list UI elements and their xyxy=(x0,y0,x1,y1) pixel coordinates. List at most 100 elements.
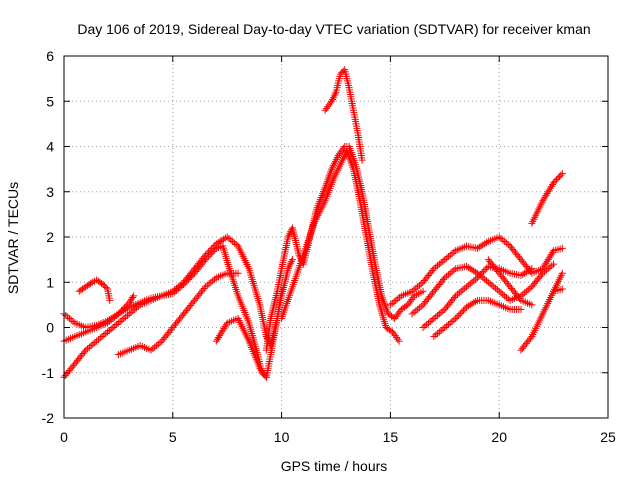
data-point xyxy=(430,333,438,341)
data-point xyxy=(429,266,437,274)
data-point xyxy=(439,307,447,315)
data-point xyxy=(219,326,227,334)
data-point xyxy=(358,156,366,164)
data-point xyxy=(481,240,489,248)
data-point xyxy=(328,97,336,105)
data-point xyxy=(390,298,398,306)
x-tick-label: 15 xyxy=(383,429,399,445)
data-point xyxy=(484,278,492,286)
series-track-14 xyxy=(484,256,536,309)
data-point xyxy=(109,314,117,322)
data-point xyxy=(105,317,113,325)
data-point xyxy=(220,235,228,243)
data-point xyxy=(448,250,456,258)
data-point xyxy=(550,260,558,268)
data-point xyxy=(457,287,465,295)
data-point xyxy=(546,263,554,271)
data-point xyxy=(172,287,180,295)
data-point xyxy=(209,277,217,285)
data-point xyxy=(284,233,292,241)
data-point xyxy=(528,301,536,309)
series-track-7 xyxy=(262,143,427,354)
data-point xyxy=(169,290,177,298)
data-point xyxy=(94,336,102,344)
data-point xyxy=(481,266,489,274)
data-point xyxy=(102,284,110,292)
data-point xyxy=(430,265,438,273)
data-point xyxy=(176,284,184,292)
data-point xyxy=(209,248,217,256)
data-point xyxy=(284,265,292,273)
data-point xyxy=(394,335,402,343)
data-point xyxy=(499,236,507,244)
data-point xyxy=(232,241,240,249)
data-point xyxy=(151,343,159,351)
data-point xyxy=(147,346,155,354)
data-point xyxy=(285,263,293,271)
data-point xyxy=(337,148,345,156)
data-point xyxy=(288,257,296,265)
y-tick-label: 5 xyxy=(46,93,54,109)
data-point xyxy=(492,284,500,292)
data-point xyxy=(435,328,443,336)
data-point xyxy=(130,292,138,300)
data-point xyxy=(502,293,510,301)
data-point xyxy=(466,265,474,273)
data-point xyxy=(174,285,182,293)
data-point xyxy=(443,272,451,280)
series-track-8 xyxy=(278,147,403,345)
data-point xyxy=(428,316,436,324)
series-track-3 xyxy=(60,292,138,345)
data-point xyxy=(208,249,216,257)
data-point xyxy=(463,262,471,270)
data-point xyxy=(486,280,494,288)
data-point xyxy=(113,320,121,328)
data-point xyxy=(234,269,242,277)
series-track-13 xyxy=(430,296,525,341)
data-point xyxy=(452,292,460,300)
data-point xyxy=(475,272,483,280)
data-point xyxy=(213,335,221,343)
data-point xyxy=(439,325,447,333)
x-axis-label: GPS time / hours xyxy=(281,458,388,474)
data-point xyxy=(287,259,295,267)
data-point xyxy=(216,332,224,340)
data-point xyxy=(285,231,293,239)
data-point xyxy=(122,313,130,321)
data-point xyxy=(218,328,226,336)
data-point xyxy=(545,254,553,262)
data-point xyxy=(388,299,396,307)
data-point xyxy=(466,301,474,309)
series-track-4 xyxy=(75,276,114,304)
data-point xyxy=(463,303,471,311)
data-point xyxy=(395,309,403,317)
data-point xyxy=(409,294,417,302)
data-point xyxy=(466,280,474,288)
data-point xyxy=(517,305,525,313)
data-point xyxy=(410,308,418,316)
data-point xyxy=(186,274,194,282)
data-point xyxy=(450,294,458,302)
data-point xyxy=(178,282,186,290)
data-point xyxy=(502,239,510,247)
data-point xyxy=(156,339,164,347)
data-point xyxy=(389,328,397,336)
data-point xyxy=(104,328,112,336)
data-point xyxy=(340,152,348,160)
data-point xyxy=(519,290,527,298)
data-point xyxy=(229,238,237,246)
y-tick-label: 1 xyxy=(46,274,54,290)
data-point xyxy=(412,284,420,292)
data-point xyxy=(220,324,228,332)
data-point xyxy=(218,236,226,244)
data-point xyxy=(187,272,195,280)
data-point xyxy=(122,302,130,310)
data-point xyxy=(542,191,550,199)
data-point xyxy=(497,235,505,243)
x-tick-label: 5 xyxy=(169,429,177,445)
data-point xyxy=(393,311,401,319)
data-point xyxy=(200,284,208,292)
data-point xyxy=(62,311,70,319)
data-point xyxy=(405,299,413,307)
data-point xyxy=(558,170,566,178)
